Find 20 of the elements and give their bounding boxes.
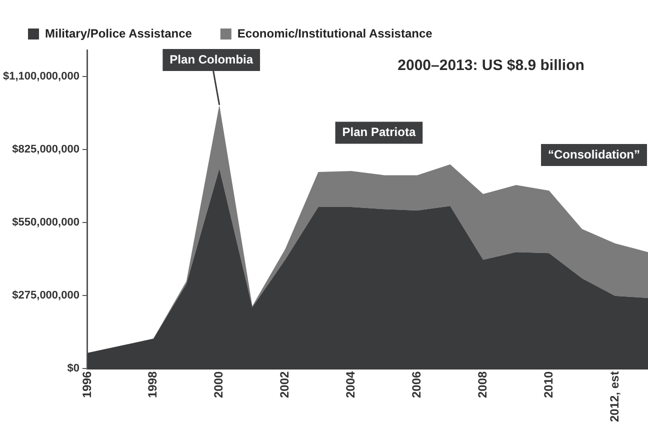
legend-label: Economic/Institutional Assistance bbox=[237, 26, 433, 40]
x-tick-label: 2002 bbox=[278, 370, 292, 398]
y-tick-label: $275,000,000 bbox=[12, 289, 80, 302]
x-tick-label: 2008 bbox=[475, 370, 490, 398]
annotation: Plan Colombia bbox=[170, 52, 254, 66]
y-tick-label: $1,100,000,000 bbox=[2, 70, 80, 83]
x-tick-label: 2004 bbox=[344, 370, 358, 398]
annotation: 2000–2013: US $8.9 billion bbox=[398, 57, 584, 74]
y-tick-label: $0 bbox=[67, 362, 80, 374]
x-tick-label: 1998 bbox=[146, 370, 160, 398]
x-tick-label: 2006 bbox=[410, 370, 424, 398]
annotation: Plan Patriota bbox=[342, 125, 416, 140]
x-tick-label: 2010 bbox=[541, 370, 556, 398]
y-tick-label: $550,000,000 bbox=[12, 216, 80, 228]
x-tick-label: 2000 bbox=[212, 370, 226, 398]
annotation: “Consolidation” bbox=[548, 147, 640, 162]
y-tick-label: $825,000,000 bbox=[12, 144, 80, 156]
x-tick-label: 2012, est bbox=[607, 371, 622, 422]
legend-label: Military/Police Assistance bbox=[45, 26, 192, 40]
x-tick-label: 1996 bbox=[80, 370, 94, 398]
